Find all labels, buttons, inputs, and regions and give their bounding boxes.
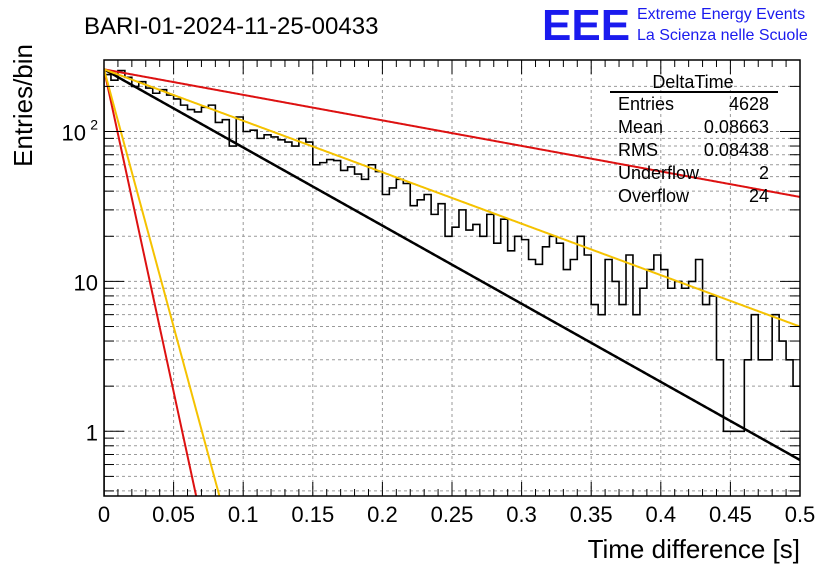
stats-label-underflow: Underflow <box>618 163 700 183</box>
stats-value-entries: 4628 <box>729 94 769 114</box>
x-tick-label: 0 <box>98 502 110 527</box>
stats-label-mean: Mean <box>618 117 663 137</box>
stats-value-underflow: 2 <box>759 163 769 183</box>
logo-line-1: Extreme Energy Events <box>637 6 805 23</box>
x-tick-label: 0.4 <box>646 502 677 527</box>
logo-mark: EEE <box>542 1 630 50</box>
x-tick-label: 0.3 <box>506 502 537 527</box>
exponential-curve-2 <box>104 68 800 198</box>
x-tick-label: 0.45 <box>709 502 752 527</box>
y-tick-label: 10 <box>74 270 98 295</box>
x-tick-label: 0.1 <box>228 502 259 527</box>
x-tick-label: 0.5 <box>785 502 816 527</box>
stats-value-overflow: 24 <box>749 186 769 206</box>
y-axis-label: Entries/bin <box>8 44 38 167</box>
x-tick-label: 0.25 <box>431 502 474 527</box>
x-tick-label: 0.15 <box>291 502 334 527</box>
stats-value-rms: 0.08438 <box>704 140 769 160</box>
histogram-outline <box>104 69 800 496</box>
page-title: BARI-01-2024-11-25-00433 <box>84 13 378 40</box>
exponential-curve-5 <box>104 69 221 496</box>
x-tick-label: 0.2 <box>367 502 398 527</box>
y-tick-label: 10 <box>62 121 86 146</box>
x-tick-labels: 0 0.05 0.1 0.15 0.2 0.25 0.3 0.35 0.4 0.45 0.5 <box>98 502 815 527</box>
axis-ticks <box>103 59 801 496</box>
stats-title: DeltaTime <box>652 72 733 92</box>
exponential-curve-3 <box>104 68 800 328</box>
exponential-curve-4 <box>104 69 198 496</box>
exponential-curve-1 <box>104 68 800 462</box>
eee-logo: EEE Extreme Energy Events La Scienza nel… <box>542 1 808 50</box>
x-tick-label: 0.35 <box>570 502 613 527</box>
logo-line-2: La Scienza nelle Scuole <box>637 27 808 44</box>
plot-area <box>104 68 800 496</box>
stats-value-mean: 0.08663 <box>704 117 769 137</box>
y-tick-exponent: 2 <box>90 117 98 133</box>
x-axis-label: Time difference [s] <box>588 534 800 564</box>
y-tick-label: 1 <box>86 420 98 445</box>
grid-lines <box>104 59 800 496</box>
stats-box: DeltaTime Entries 4628 Mean 0.08663 RMS … <box>610 72 778 206</box>
stats-label-rms: RMS <box>618 140 658 160</box>
x-tick-label: 0.05 <box>152 502 195 527</box>
stats-label-overflow: Overflow <box>618 186 690 206</box>
stats-label-entries: Entries <box>618 94 674 114</box>
